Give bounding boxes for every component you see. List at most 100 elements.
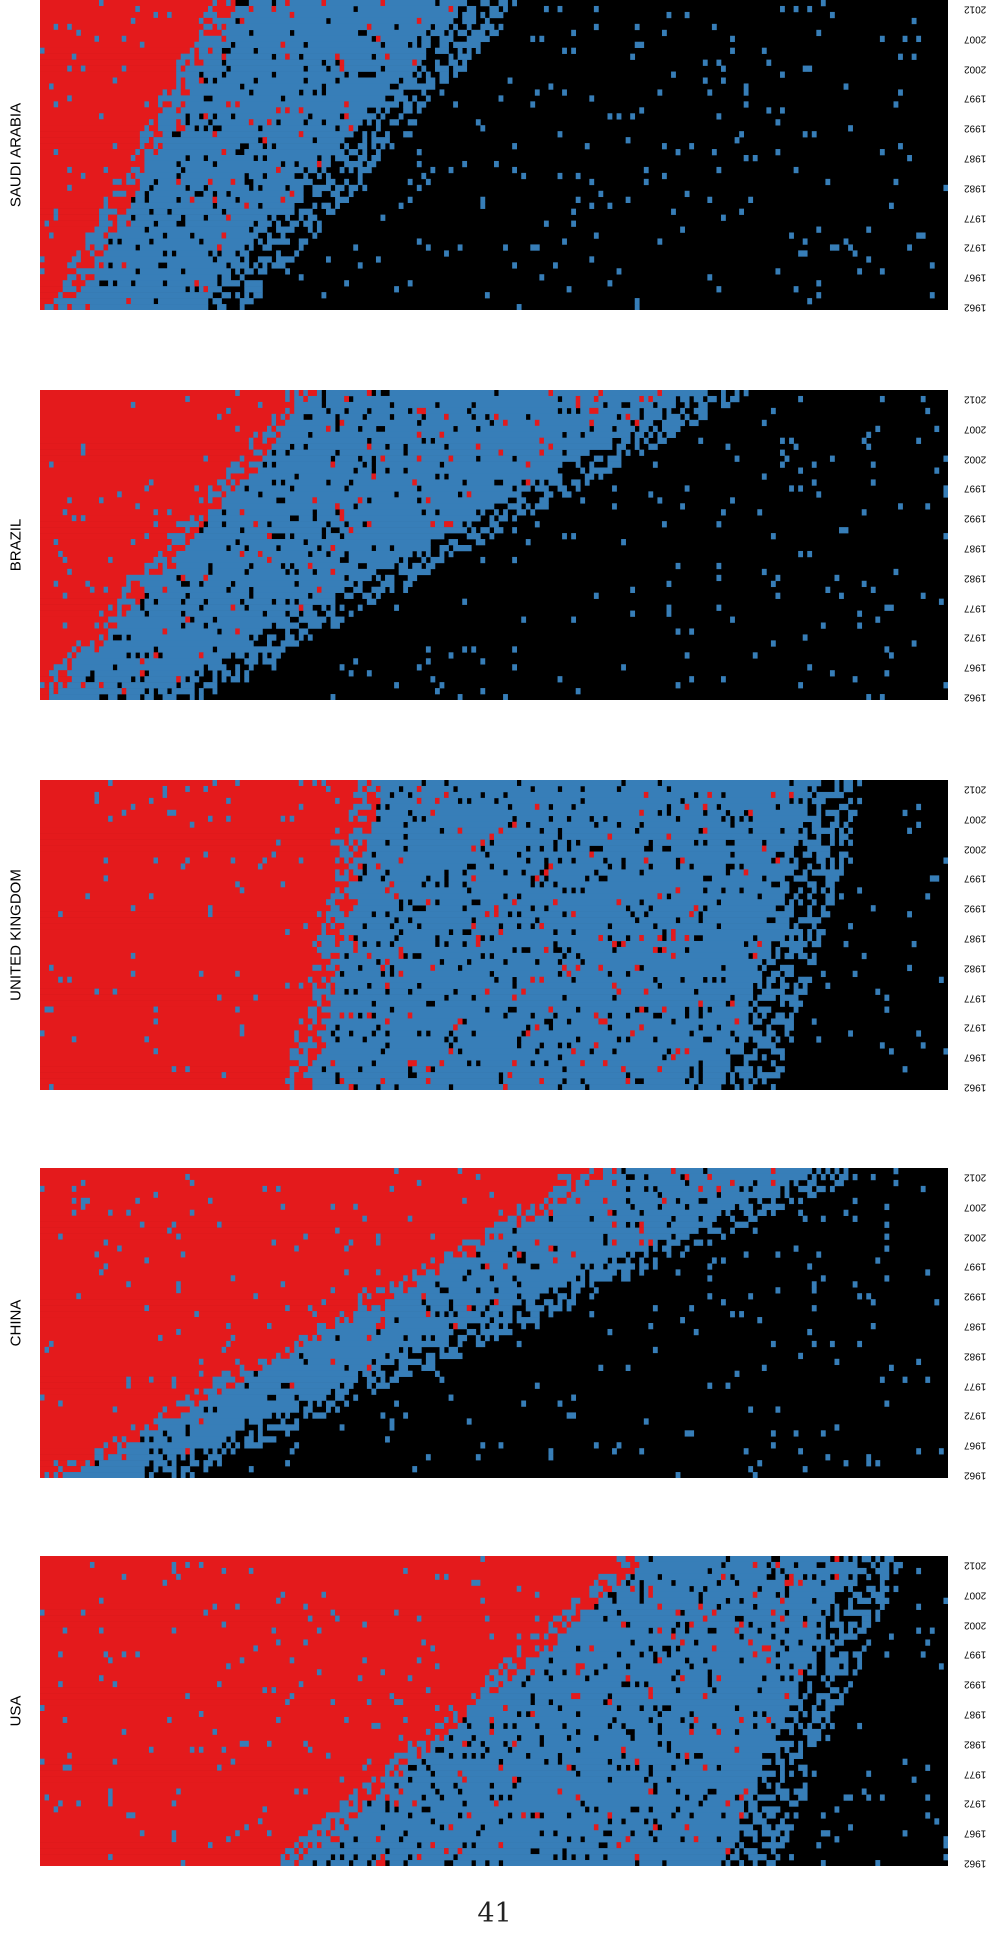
heat-cell (185, 611, 262, 617)
heat-cell (526, 1257, 554, 1263)
heat-cell (775, 1180, 789, 1186)
heat-cell (340, 509, 345, 515)
heat-cell (644, 989, 649, 995)
heat-cell (281, 1353, 290, 1359)
heat-cell (226, 209, 294, 215)
heat-cell (458, 1341, 463, 1347)
heat-cell (40, 1424, 131, 1430)
heat-cell (340, 664, 345, 670)
year-tick: 1967 (964, 1440, 986, 1451)
heat-cell (240, 304, 245, 310)
heat-cell (535, 1383, 540, 1389)
heat-cell (244, 1657, 290, 1663)
heat-cell (567, 965, 576, 971)
heat-cell (303, 1848, 308, 1854)
heat-cell (349, 893, 395, 899)
heat-cell (213, 485, 222, 491)
heat-cell (317, 1628, 322, 1634)
heat-cell (762, 569, 767, 575)
heat-cell (598, 869, 639, 875)
heat-cell (54, 149, 59, 155)
heat-cell (158, 149, 222, 155)
heat-cell (394, 1610, 399, 1616)
heat-cell (548, 863, 553, 869)
heat-cell (226, 72, 272, 78)
heat-cell (644, 1586, 649, 1592)
heat-cell (190, 155, 204, 161)
heat-cell (671, 1168, 676, 1174)
heat-cell (40, 1305, 145, 1311)
heat-cell (412, 1777, 462, 1783)
heat-cell (449, 1395, 454, 1401)
heat-cell (726, 1800, 731, 1806)
heat-cell (830, 840, 835, 846)
heat-cell (113, 1789, 177, 1795)
heat-cell (108, 167, 131, 173)
heat-cell (449, 652, 454, 658)
heat-cell (258, 78, 304, 84)
heat-cell (208, 1842, 213, 1848)
heat-cell (539, 1616, 553, 1622)
heat-cell (40, 1616, 308, 1622)
heat-cell (99, 623, 104, 629)
heat-cell (821, 1174, 826, 1180)
heat-cell (104, 197, 109, 203)
heat-cell (689, 935, 694, 941)
heat-cell (94, 250, 103, 256)
heat-cell (707, 1240, 712, 1246)
heat-cell (199, 1418, 204, 1424)
heat-cell (190, 185, 204, 191)
year-tick: 1962 (964, 302, 986, 313)
heat-cell (235, 581, 294, 587)
heat-cell (762, 1586, 785, 1592)
heat-cell (321, 203, 330, 209)
heat-cell (421, 1747, 426, 1753)
heat-cell (231, 1436, 236, 1442)
heat-cell (703, 1604, 717, 1610)
heat-cell (685, 798, 790, 804)
heat-cell (539, 274, 544, 280)
heat-cell (503, 1705, 508, 1711)
heat-cell (231, 1663, 436, 1669)
heat-cell (194, 1401, 199, 1407)
heat-cell (253, 1645, 258, 1651)
heat-cell (449, 1824, 454, 1830)
heat-cell (390, 989, 408, 995)
heat-cell (190, 515, 195, 521)
heat-cell (349, 167, 354, 173)
heat-cell (308, 1013, 317, 1019)
heat-cell (585, 959, 762, 965)
heat-cell (40, 1293, 77, 1299)
heat-cell (335, 456, 358, 462)
heat-cell (158, 858, 186, 864)
heat-cell (462, 1240, 480, 1246)
heat-cell (344, 179, 349, 185)
heat-cell (462, 12, 476, 18)
heat-cell (912, 1777, 917, 1783)
heat-cell (240, 462, 249, 468)
heat-cell (426, 72, 431, 78)
heat-cell (526, 479, 531, 485)
heat-cell (40, 977, 58, 983)
heat-cell (63, 551, 159, 557)
heat-cell (766, 60, 771, 66)
heat-cell (140, 268, 181, 274)
year-tick: 1987 (964, 542, 986, 553)
heat-cell (249, 545, 277, 551)
heat-cell (40, 215, 54, 221)
heat-cell (553, 390, 599, 396)
heat-cell (721, 390, 726, 396)
heat-cell (217, 780, 235, 786)
heat-cell (85, 66, 122, 72)
heat-cell (81, 1204, 86, 1210)
heat-cell (558, 846, 567, 852)
heat-cell (775, 119, 780, 125)
heat-cell (562, 947, 567, 953)
heat-cell (40, 1717, 63, 1723)
heat-cell (294, 1418, 299, 1424)
heat-cell (63, 682, 68, 688)
heat-cell (408, 575, 417, 581)
heat-cell (694, 863, 726, 869)
heat-cell (317, 1054, 558, 1060)
